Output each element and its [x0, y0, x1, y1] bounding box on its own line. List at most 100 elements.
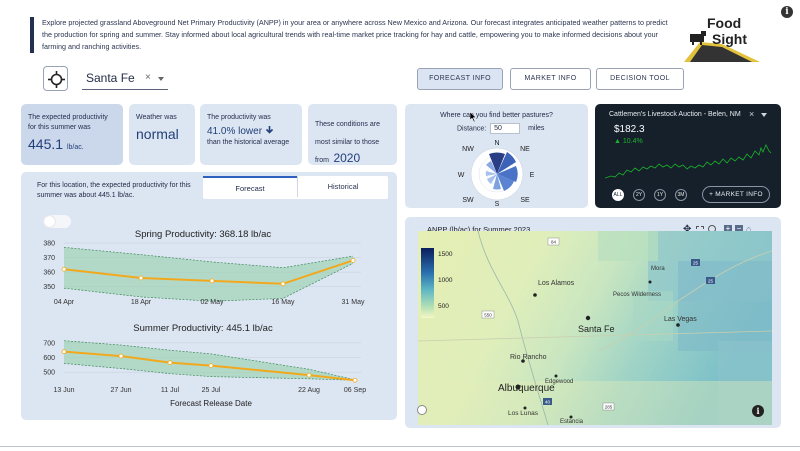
- market-close-icon[interactable]: ×: [749, 109, 755, 119]
- clear-icon[interactable]: ×: [145, 72, 151, 83]
- dir-n: N: [494, 140, 499, 147]
- y-tick-label: 350: [43, 284, 55, 291]
- forecast-info-button[interactable]: FORECAST INFO: [417, 68, 503, 90]
- map-title: ANPP (lb/ac) for Summer 2023: [427, 225, 531, 234]
- range-2y-button[interactable]: 2Y: [633, 189, 645, 201]
- x-tick-label: 31 May: [342, 299, 365, 306]
- road-shield: [543, 398, 552, 405]
- market-change: ▲ 10.4%: [614, 138, 643, 145]
- market-info-toggle-button[interactable]: + MARKET INFO: [702, 186, 770, 203]
- place-estancia: Estancia: [560, 419, 584, 425]
- x-tick-label: 04 Apr: [54, 299, 75, 306]
- forecast-line: [63, 350, 356, 382]
- crosshair-icon: [48, 71, 65, 88]
- pasture-compass-panel: Where can you find better pastures? Dist…: [405, 104, 588, 208]
- location-select[interactable]: Santa Fe ×: [82, 68, 168, 90]
- zoom-in-icon[interactable]: +: [724, 224, 732, 233]
- toggle-switch[interactable]: [43, 215, 71, 228]
- locate-button[interactable]: [43, 66, 68, 91]
- svg-text:40: 40: [545, 400, 551, 405]
- band-upper-line: [63, 247, 354, 269]
- svg-text:25: 25: [693, 261, 699, 266]
- home-icon[interactable]: ⌂: [746, 224, 752, 234]
- summer-chart-title: Summer Productivity: 445.1 lb/ac: [133, 323, 273, 334]
- data-point: [280, 281, 286, 287]
- data-point: [61, 266, 67, 272]
- data-point: [208, 363, 214, 369]
- change-card: The productivity was 41.0% lower than th…: [200, 104, 302, 165]
- logo-sight: Sight: [712, 31, 747, 47]
- x-tick-label: 13 Jun: [53, 387, 74, 394]
- similar-label: These conditions are most similar to tho…: [315, 121, 380, 164]
- data-point: [352, 377, 358, 383]
- spring-chart-title: Spring Productivity: 368.18 lb/ac: [135, 229, 271, 240]
- band-lower-line: [63, 363, 356, 381]
- info-icon[interactable]: i: [781, 6, 793, 18]
- range-all-button[interactable]: ALL: [612, 189, 624, 201]
- similar-year-card: These conditions are most similar to tho…: [308, 104, 397, 165]
- x-tick-label: 27 Jun: [110, 387, 131, 394]
- y-tick-label: 380: [43, 241, 55, 248]
- distance-input[interactable]: 50: [490, 123, 521, 134]
- change-line: 41.0% lower: [207, 125, 295, 137]
- distance-row: Distance: 50 miles: [457, 123, 544, 135]
- location-value: Santa Fe: [86, 71, 135, 85]
- market-chevron-down-icon[interactable]: [761, 113, 767, 117]
- dir-s: S: [495, 201, 500, 206]
- productivity-unit: lb/ac.: [66, 144, 84, 151]
- rose-sector-w: [485, 171, 497, 176]
- data-point: [167, 360, 173, 366]
- road-shield: [706, 277, 715, 284]
- road-shield: [602, 402, 615, 411]
- data-point: [306, 372, 312, 378]
- place-pecos: Pecos Wilderness: [613, 292, 661, 298]
- intro-text: Explore projected grassland Aboveground …: [30, 17, 670, 53]
- data-point: [350, 258, 356, 263]
- svg-text:84: 84: [551, 240, 557, 245]
- map-attribution-icon[interactable]: [417, 405, 427, 415]
- decision-tool-button[interactable]: DECISION TOOL: [596, 68, 684, 90]
- distance-label: Distance:: [457, 125, 487, 133]
- road-shield: [547, 237, 560, 246]
- divider: [0, 446, 800, 447]
- rose-sector-se: [497, 174, 514, 191]
- x-tick-label: 02 May: [201, 299, 224, 306]
- colorbar-tick-1500: 1500: [438, 251, 453, 258]
- svg-text:25: 25: [708, 279, 714, 284]
- x-tick-label: 18 Apr: [131, 299, 152, 306]
- toggle-knob[interactable]: [44, 216, 55, 227]
- x-axis-label: Forecast Release Date: [170, 399, 252, 408]
- tab-forecast[interactable]: Forecast: [203, 176, 297, 197]
- range-1y-button[interactable]: 1Y: [654, 189, 666, 201]
- similar-year: 2020: [333, 151, 361, 165]
- pan-icon[interactable]: ✥: [683, 224, 692, 235]
- range-3m-button[interactable]: 3M: [675, 189, 687, 201]
- anpp-map-panel: ANPP (lb/ac) for Summer 2023 ✥ + − ⌂: [405, 217, 781, 428]
- food-sight-logo: Food Sight: [682, 14, 762, 64]
- colorbar: [421, 248, 434, 318]
- productivity-value: 445.1: [28, 136, 64, 152]
- tab-historical[interactable]: Historical: [297, 176, 388, 197]
- confidence-band: [64, 340, 355, 381]
- forecast-charts: Spring Productivity: 368.18 lb/ac 350 360…: [43, 229, 366, 408]
- forecast-tabs: [203, 176, 388, 199]
- dir-nw: NW: [462, 146, 474, 153]
- y-tick-label: 370: [43, 255, 55, 262]
- x-tick-label: 22 Aug: [298, 387, 320, 394]
- productivity-card: The expected productivity for this summe…: [21, 104, 123, 165]
- data-point: [209, 278, 215, 284]
- dir-ne: NE: [520, 146, 530, 153]
- wind-rose: N NE E SE S SW W NW: [458, 140, 535, 206]
- distance-value: 50: [494, 125, 502, 132]
- change-suffix: than the historical average: [207, 139, 290, 146]
- map-info-icon[interactable]: i: [752, 405, 764, 417]
- mouse-cursor-icon: [470, 112, 477, 122]
- place-mora: Mora: [651, 266, 665, 272]
- rose-sector-sw: [487, 174, 497, 184]
- anpp-map[interactable]: Los Alamos Pecos Wilderness Mora Santa F…: [418, 231, 772, 425]
- dir-se: SE: [520, 197, 530, 204]
- market-info-button[interactable]: MARKET INFO: [510, 68, 591, 90]
- change-label: The productivity was: [207, 114, 271, 121]
- chevron-down-icon[interactable]: [158, 77, 164, 81]
- zoom-out-icon[interactable]: −: [735, 224, 743, 233]
